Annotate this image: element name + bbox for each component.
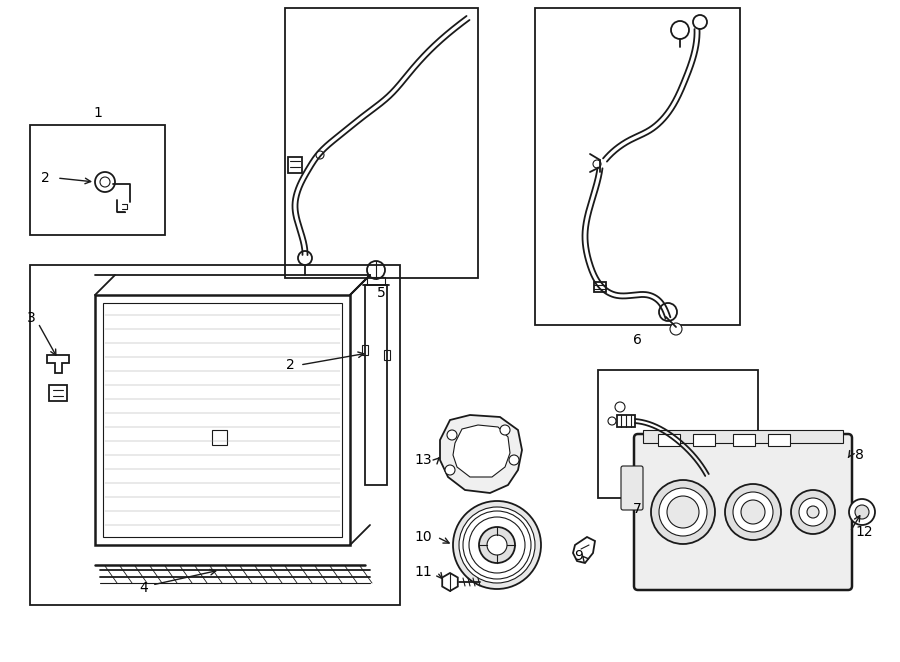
Circle shape bbox=[855, 505, 869, 519]
Circle shape bbox=[453, 501, 541, 589]
Bar bbox=[103, 303, 342, 537]
Bar bbox=[285, 8, 478, 278]
FancyBboxPatch shape bbox=[634, 434, 852, 590]
Circle shape bbox=[500, 425, 510, 435]
Bar bbox=[594, 282, 606, 292]
Circle shape bbox=[316, 151, 324, 159]
Circle shape bbox=[799, 498, 827, 526]
Circle shape bbox=[693, 15, 707, 29]
Text: 12: 12 bbox=[855, 525, 873, 539]
Bar bbox=[768, 434, 790, 446]
Circle shape bbox=[487, 535, 507, 555]
Bar bbox=[658, 434, 680, 446]
Text: 13: 13 bbox=[414, 453, 432, 467]
Circle shape bbox=[741, 500, 765, 524]
Circle shape bbox=[479, 527, 515, 563]
Bar bbox=[30, 265, 400, 605]
Text: 5: 5 bbox=[376, 286, 385, 300]
Text: 4: 4 bbox=[140, 581, 148, 595]
Bar bbox=[535, 8, 740, 325]
Circle shape bbox=[459, 507, 535, 583]
Circle shape bbox=[807, 506, 819, 518]
Circle shape bbox=[849, 499, 875, 525]
Bar bbox=[733, 434, 755, 446]
Bar bbox=[598, 370, 758, 498]
Circle shape bbox=[733, 492, 773, 532]
Polygon shape bbox=[453, 425, 510, 477]
Text: 10: 10 bbox=[414, 530, 432, 544]
Circle shape bbox=[791, 490, 835, 534]
Bar bbox=[212, 430, 227, 445]
Circle shape bbox=[659, 303, 677, 321]
Circle shape bbox=[298, 251, 312, 265]
Text: 2: 2 bbox=[286, 358, 295, 372]
Bar bbox=[643, 430, 843, 443]
Circle shape bbox=[659, 488, 707, 536]
Bar bbox=[693, 434, 715, 446]
Circle shape bbox=[509, 455, 519, 465]
Bar bbox=[362, 345, 368, 355]
Circle shape bbox=[447, 430, 457, 440]
Circle shape bbox=[615, 402, 625, 412]
FancyBboxPatch shape bbox=[621, 466, 643, 510]
Circle shape bbox=[445, 465, 455, 475]
Circle shape bbox=[671, 21, 689, 39]
Text: 7: 7 bbox=[633, 502, 642, 516]
Circle shape bbox=[701, 470, 717, 486]
Text: 6: 6 bbox=[633, 333, 642, 347]
Bar bbox=[30, 125, 165, 235]
Circle shape bbox=[608, 417, 616, 425]
Text: 9: 9 bbox=[574, 549, 583, 563]
Bar bbox=[95, 295, 350, 545]
Circle shape bbox=[670, 323, 682, 335]
Circle shape bbox=[651, 480, 715, 544]
Circle shape bbox=[725, 484, 781, 540]
Text: 3: 3 bbox=[27, 311, 36, 325]
Bar bbox=[288, 157, 302, 173]
Bar bbox=[384, 350, 390, 360]
Polygon shape bbox=[442, 573, 458, 591]
Text: 8: 8 bbox=[855, 448, 864, 462]
Bar bbox=[617, 415, 635, 427]
Text: 2: 2 bbox=[41, 171, 50, 185]
Circle shape bbox=[667, 496, 699, 528]
Polygon shape bbox=[440, 415, 522, 493]
Bar bbox=[365, 285, 387, 485]
Text: 1: 1 bbox=[93, 106, 102, 120]
Text: 11: 11 bbox=[414, 565, 432, 579]
